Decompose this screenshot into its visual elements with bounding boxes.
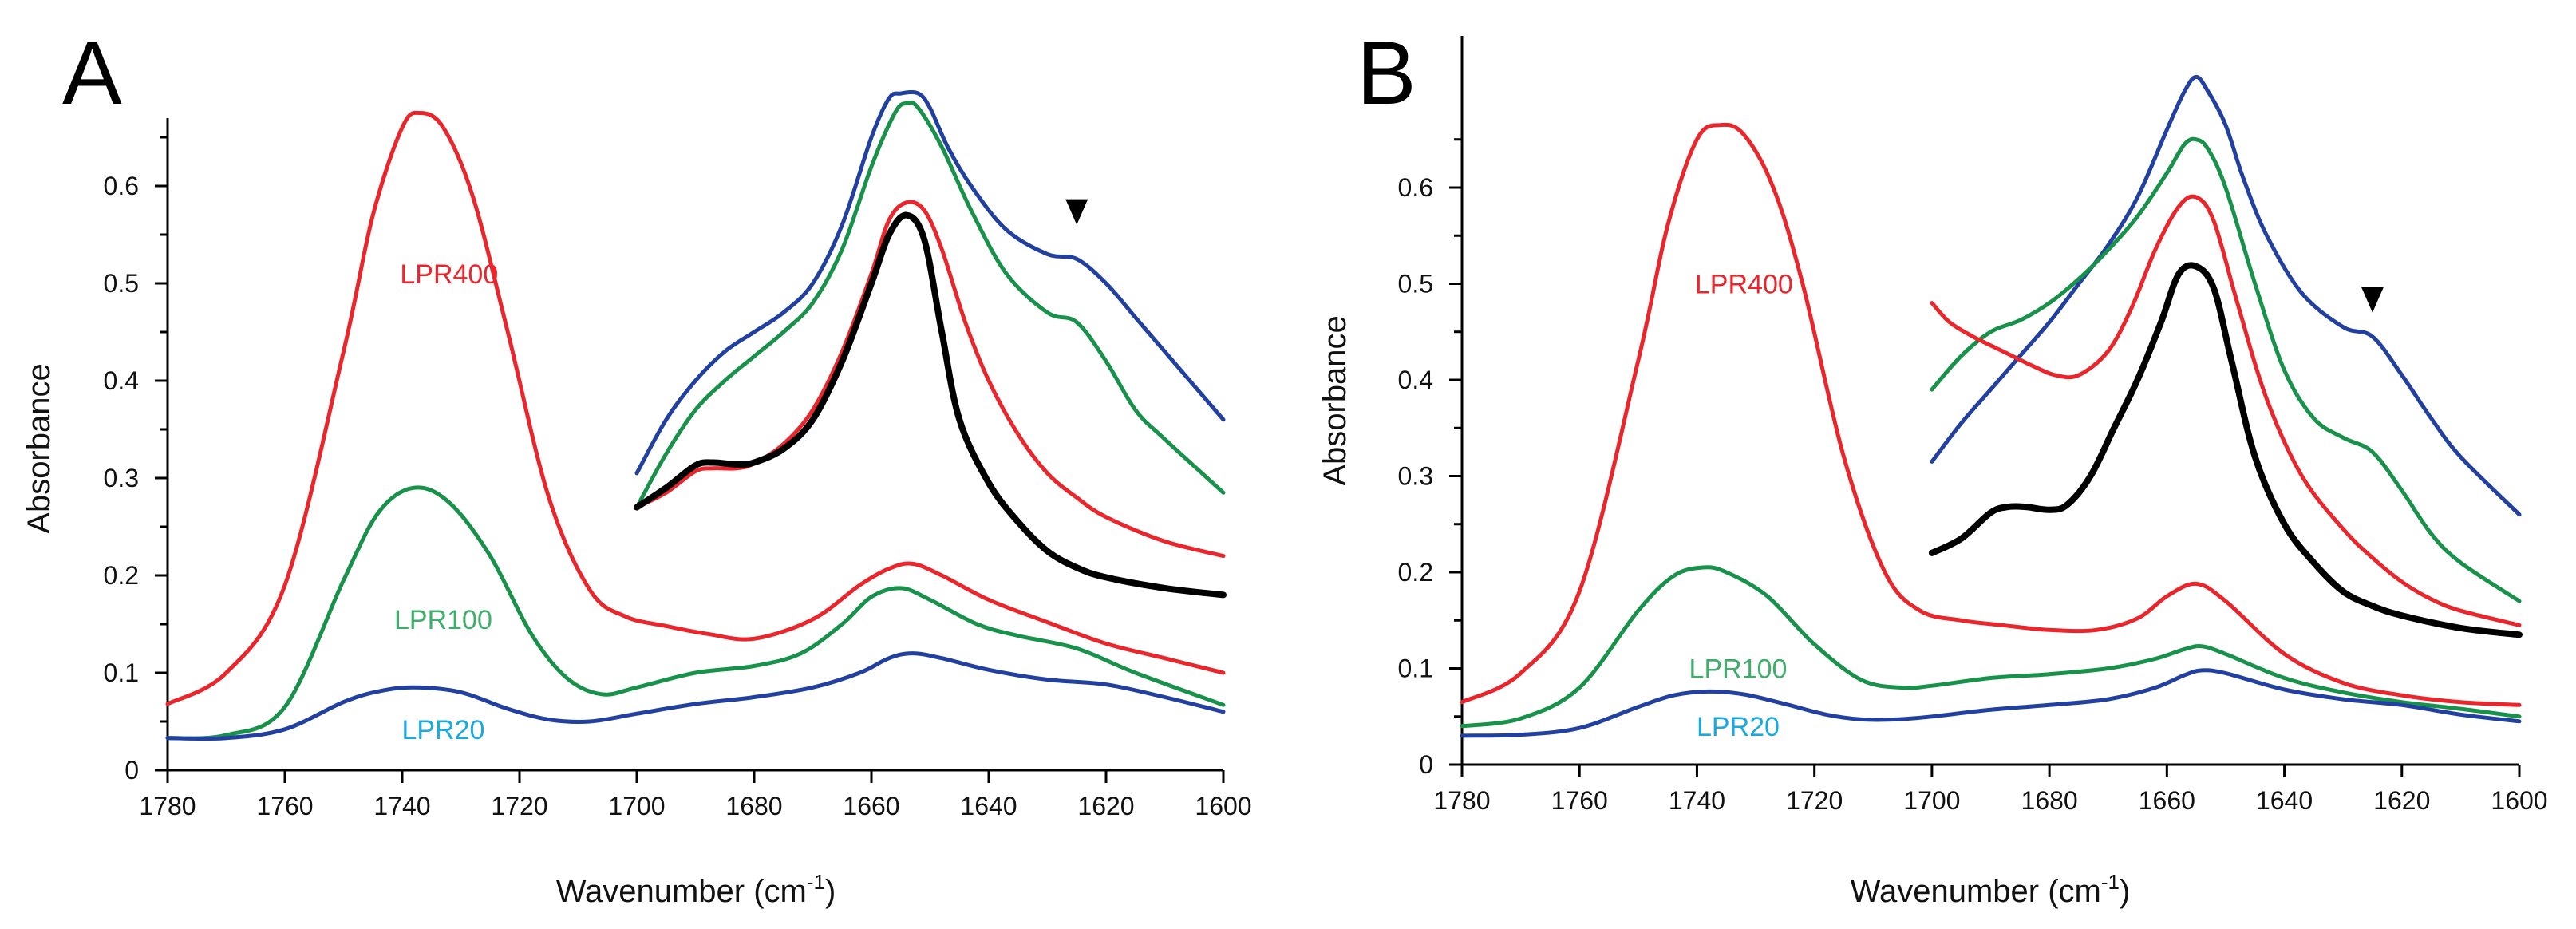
panel-a-x-tick-label: 1700 bbox=[608, 792, 665, 820]
panel-a-plot: 1780 1760 1740 1720 1700 1680 1660 1640 1620 1600… bbox=[104, 90, 1252, 820]
panel-a-x-label-close: ) bbox=[825, 874, 836, 909]
panel-a-label-lpr100: LPR100 bbox=[394, 605, 492, 635]
panel-b-x-tick-label: 1660 bbox=[2139, 786, 2195, 815]
panel-a-x-tick-label: 1720 bbox=[491, 792, 547, 820]
panel-b-y-tick-label: 0.3 bbox=[1398, 462, 1433, 491]
panel-a-x-label-sup: -1 bbox=[807, 870, 825, 894]
panel-b-x-tick-label: 1780 bbox=[1433, 786, 1490, 815]
panel-b-series-lpr20 bbox=[1460, 668, 2522, 738]
panel-b-arrowhead-marker bbox=[2361, 287, 2384, 313]
panel-b-x-tick-label: 1600 bbox=[2491, 786, 2547, 815]
panel-a-x-tick-label: 1760 bbox=[256, 792, 313, 820]
panel-b-letter: B bbox=[1357, 23, 1416, 123]
panel-a-y-tick-label: 0.2 bbox=[104, 561, 139, 590]
panel-a-x-tick-label: 1600 bbox=[1195, 792, 1251, 820]
panel-a-x-tick-label: 1640 bbox=[960, 792, 1017, 820]
panel-b-y-tick-label: 0 bbox=[1419, 750, 1433, 779]
panel-a-x-tick-label: 1660 bbox=[843, 792, 899, 820]
panel-a-arrowhead-marker bbox=[1065, 199, 1088, 225]
panel-a-series-inset-black bbox=[634, 211, 1227, 599]
panel-b-x-label-main: Wavenumber (cm bbox=[1851, 874, 2101, 909]
panel-a-y-label: Absorbance bbox=[22, 363, 57, 533]
panel-a-x-tick-label: 1620 bbox=[1077, 792, 1134, 820]
panel-b-y-tick-label: 0.5 bbox=[1398, 270, 1433, 298]
panel-b-plot: 1780 1760 1740 1720 1700 1680 1660 1640 1620 1600… bbox=[1398, 74, 2548, 815]
panel-b-series-inset-blue bbox=[1930, 74, 2522, 517]
panel-b-x-label-close: ) bbox=[2120, 874, 2130, 909]
panel-b-series-lpr400 bbox=[1460, 122, 2522, 707]
panel-b-y-tick-label: 0.4 bbox=[1398, 366, 1433, 394]
panel-b-x-tick-label: 1760 bbox=[1551, 786, 1608, 815]
panel-b-x-label-sup: -1 bbox=[2101, 870, 2120, 894]
panel-a-x-tick-label: 1740 bbox=[373, 792, 430, 820]
panel-b-x-tick-label: 1680 bbox=[2021, 786, 2078, 815]
panel-b-x-tick-label: 1620 bbox=[2373, 786, 2430, 815]
panel-b-label-lpr400: LPR400 bbox=[1695, 270, 1793, 300]
panel-a-series-lpr20 bbox=[165, 651, 1226, 741]
panel-b-x-tick-label: 1640 bbox=[2256, 786, 2313, 815]
panel-a-y-tick-label: 0.5 bbox=[104, 269, 139, 298]
panel-a-series-lpr400 bbox=[165, 110, 1226, 706]
panel-b: B 1780 1760 1740 1720 1700 1680 1660 1640 1620 16… bbox=[1318, 23, 2548, 909]
panel-b-y-label: Absorbance bbox=[1318, 315, 1353, 485]
panel-b-series-lpr100 bbox=[1460, 565, 2522, 729]
panel-b-x-tick-label: 1700 bbox=[1903, 786, 1960, 815]
panel-b-x-label: Wavenumber (cm-1) bbox=[1851, 870, 2131, 909]
panel-b-label-lpr100: LPR100 bbox=[1689, 654, 1788, 685]
panel-a-y-tick-label: 0.3 bbox=[104, 464, 139, 492]
panel-b-y-tick-label: 0.2 bbox=[1398, 558, 1433, 587]
panel-b-y-tick-label: 0.6 bbox=[1398, 173, 1433, 202]
panel-b-series-inset-black bbox=[1928, 262, 2523, 638]
panel-a-x-label-main: Wavenumber (cm bbox=[556, 874, 807, 909]
panel-a-y-tick-label: 0.4 bbox=[104, 366, 139, 395]
panel-b-x-tick-label: 1740 bbox=[1669, 786, 1725, 815]
panel-a-label-lpr400: LPR400 bbox=[400, 259, 498, 290]
panel-a-x-tick-label: 1680 bbox=[725, 792, 782, 820]
panel-a-series-inset-green bbox=[634, 100, 1226, 510]
panel-a: A 1780 1760 1740 1720 1700 1680 1660 1640 1620 16… bbox=[22, 23, 1252, 909]
panel-b-series-inset-red bbox=[1930, 194, 2522, 627]
panel-a-x-label: Wavenumber (cm-1) bbox=[556, 870, 836, 909]
panel-a-label-lpr20: LPR20 bbox=[401, 715, 484, 745]
panel-b-y-tick-label: 0.1 bbox=[1398, 654, 1433, 683]
panel-a-y-tick-label: 0.1 bbox=[104, 658, 139, 687]
panel-a-y-tick-label: 0.6 bbox=[104, 172, 139, 200]
panel-a-series-inset-blue bbox=[634, 90, 1226, 476]
panel-b-label-lpr20: LPR20 bbox=[1697, 712, 1780, 742]
panel-b-x-tick-label: 1720 bbox=[1786, 786, 1843, 815]
panel-a-letter: A bbox=[62, 23, 122, 123]
panel-a-series-inset-red bbox=[634, 200, 1226, 559]
panel-a-series-lpr100 bbox=[165, 485, 1226, 741]
panel-a-x-tick-label: 1780 bbox=[139, 792, 196, 820]
panel-a-y-tick-label: 0 bbox=[124, 756, 139, 785]
panel-b-series-inset-green bbox=[1930, 136, 2522, 603]
